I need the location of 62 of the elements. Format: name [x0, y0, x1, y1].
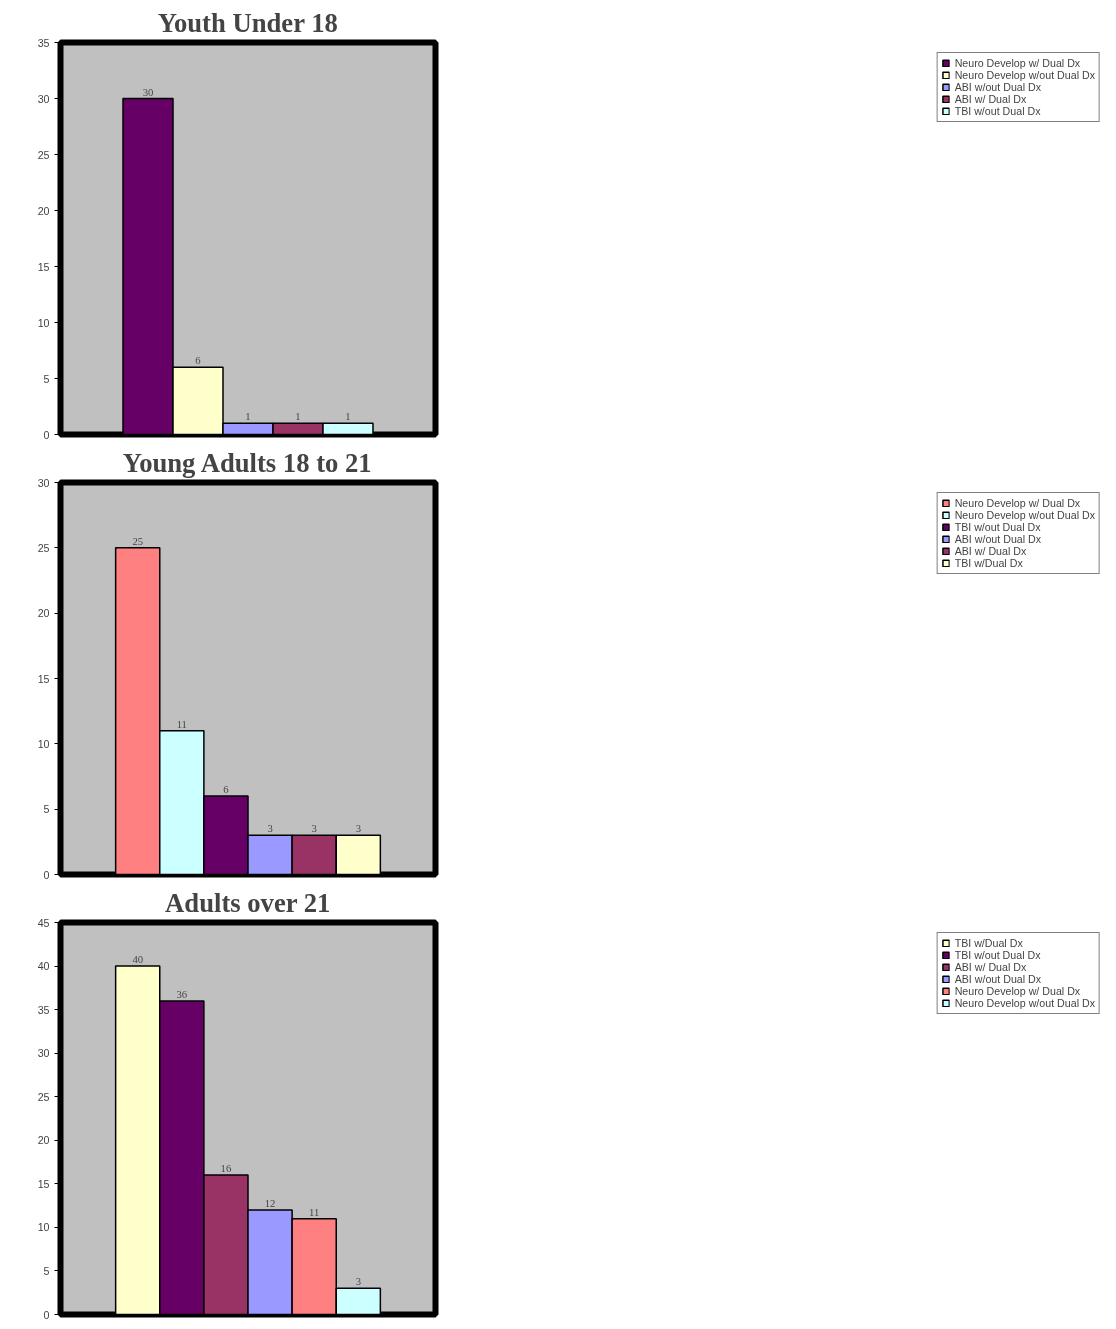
- y-tick-label: 20: [37, 607, 50, 620]
- data-label: 36: [176, 988, 188, 1000]
- legend-label: Neuro Develop w/ Dual Dx: [954, 57, 1081, 69]
- y-tick-label: 10: [37, 1221, 50, 1234]
- legend-label: TBI w/Dual Dx: [954, 557, 1023, 569]
- y-tick-label: 15: [37, 672, 50, 685]
- y-tick-label: 0: [43, 1308, 50, 1321]
- legend-label: Neuro Develop w/ Dual Dx: [954, 497, 1081, 509]
- y-tick-label: 15: [37, 260, 50, 273]
- y-tick-label: 5: [43, 1264, 50, 1277]
- legend-label: ABI w/ Dual Dx: [954, 545, 1027, 557]
- chart-title: Adults over 21: [165, 887, 331, 918]
- chart-title: Youth Under 18: [157, 7, 338, 38]
- y-tick-label: 25: [37, 1090, 50, 1103]
- y-tick-label: 25: [37, 541, 50, 554]
- data-label: 1: [245, 411, 251, 423]
- legend-label: Neuro Develop w/out Dual Dx: [954, 509, 1095, 521]
- y-tick-label: 30: [37, 92, 50, 105]
- legend-label: ABI w/out Dual Dx: [954, 81, 1042, 93]
- y-tick-label: 35: [37, 1003, 50, 1016]
- legend-label: ABI w/out Dual Dx: [954, 973, 1042, 985]
- data-label: 3: [267, 823, 273, 835]
- data-label: 25: [132, 535, 144, 547]
- legend-label: TBI w/out Dual Dx: [954, 105, 1041, 117]
- legend-label: ABI w/ Dual Dx: [954, 93, 1027, 105]
- y-tick-label: 0: [43, 868, 50, 881]
- data-label: 11: [309, 1206, 320, 1218]
- data-label: 6: [195, 355, 202, 367]
- data-label: 6: [223, 784, 230, 796]
- y-tick-label: 0: [43, 428, 50, 441]
- legend-label: TBI w/out Dual Dx: [954, 521, 1041, 533]
- y-tick-label: 20: [37, 1134, 50, 1147]
- data-label: 3: [355, 1276, 361, 1288]
- legend-label: TBI w/Dual Dx: [954, 937, 1023, 949]
- y-tick-label: 10: [37, 737, 50, 750]
- y-tick-label: 10: [37, 316, 50, 329]
- y-tick-label: 45: [37, 916, 50, 929]
- data-label: 11: [176, 718, 187, 730]
- legend-label: Neuro Develop w/ Dual Dx: [954, 985, 1081, 997]
- data-label: 3: [311, 823, 317, 835]
- y-tick-label: 35: [37, 36, 50, 49]
- data-label: 40: [132, 954, 144, 966]
- legend-label: TBI w/out Dual Dx: [954, 949, 1041, 961]
- data-label: 1: [345, 411, 351, 423]
- legend-label: Neuro Develop w/out Dual Dx: [954, 997, 1095, 1009]
- data-label: 1: [295, 411, 301, 423]
- y-tick-label: 5: [43, 372, 50, 385]
- legend-label: ABI w/out Dual Dx: [954, 533, 1042, 545]
- legend-label: ABI w/ Dual Dx: [954, 961, 1027, 973]
- y-tick-label: 5: [43, 803, 50, 816]
- legend-label: Neuro Develop w/out Dual Dx: [954, 69, 1095, 81]
- y-tick-label: 40: [37, 960, 50, 973]
- y-tick-label: 15: [37, 1177, 50, 1190]
- data-label: 12: [264, 1197, 276, 1209]
- y-tick-label: 20: [37, 204, 50, 217]
- data-label: 16: [220, 1163, 232, 1175]
- y-tick-label: 30: [37, 476, 50, 489]
- data-label: 30: [142, 86, 154, 98]
- data-label: 3: [355, 823, 361, 835]
- y-tick-label: 30: [37, 1047, 50, 1060]
- chart-title: Young Adults 18 to 21: [122, 447, 372, 478]
- y-tick-label: 25: [37, 148, 50, 161]
